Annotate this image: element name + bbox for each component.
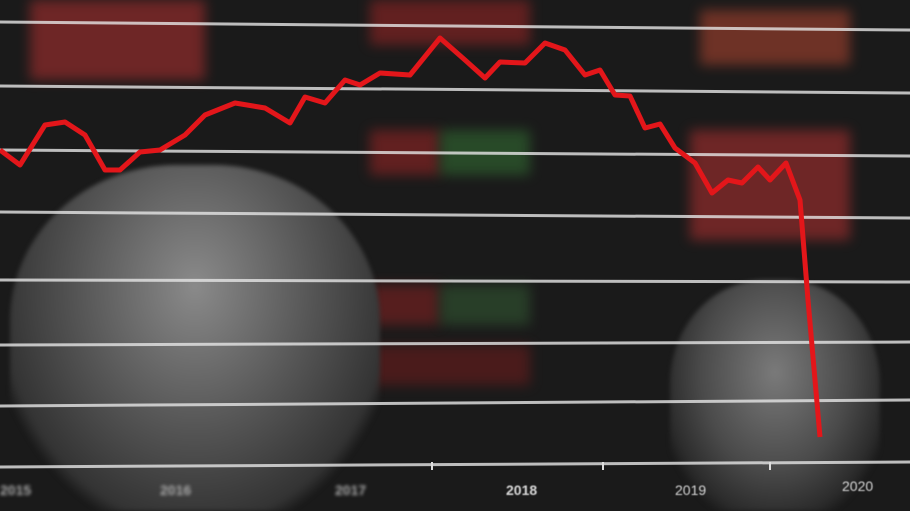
ticker-board-block bbox=[30, 0, 205, 80]
grid-line bbox=[0, 20, 910, 32]
axis-label-year: 2019 bbox=[675, 482, 707, 498]
ticker-board-block bbox=[370, 345, 530, 385]
axis-label-year: 2020 bbox=[842, 478, 874, 494]
grid-line bbox=[0, 278, 910, 284]
ticker-board-block bbox=[700, 10, 850, 65]
grid-line bbox=[0, 340, 910, 347]
axis-label-year: 2017 bbox=[335, 482, 367, 498]
axis-label-year: 2015 bbox=[0, 482, 32, 498]
ticker-board-block bbox=[370, 285, 440, 325]
grid-line bbox=[0, 84, 910, 95]
ticker-board-block bbox=[690, 130, 850, 240]
grid-line bbox=[0, 398, 910, 408]
axis-label-year: 2016 bbox=[160, 482, 192, 498]
grid-line bbox=[0, 210, 910, 220]
person-hooded-figure bbox=[10, 165, 380, 511]
grid-line bbox=[0, 460, 910, 469]
ticker-board-block bbox=[370, 0, 530, 45]
trend-line bbox=[0, 35, 823, 438]
person-head-in-hands bbox=[670, 280, 880, 511]
ticker-board-block bbox=[440, 285, 530, 325]
axis-label-year: 2018 bbox=[506, 482, 538, 498]
